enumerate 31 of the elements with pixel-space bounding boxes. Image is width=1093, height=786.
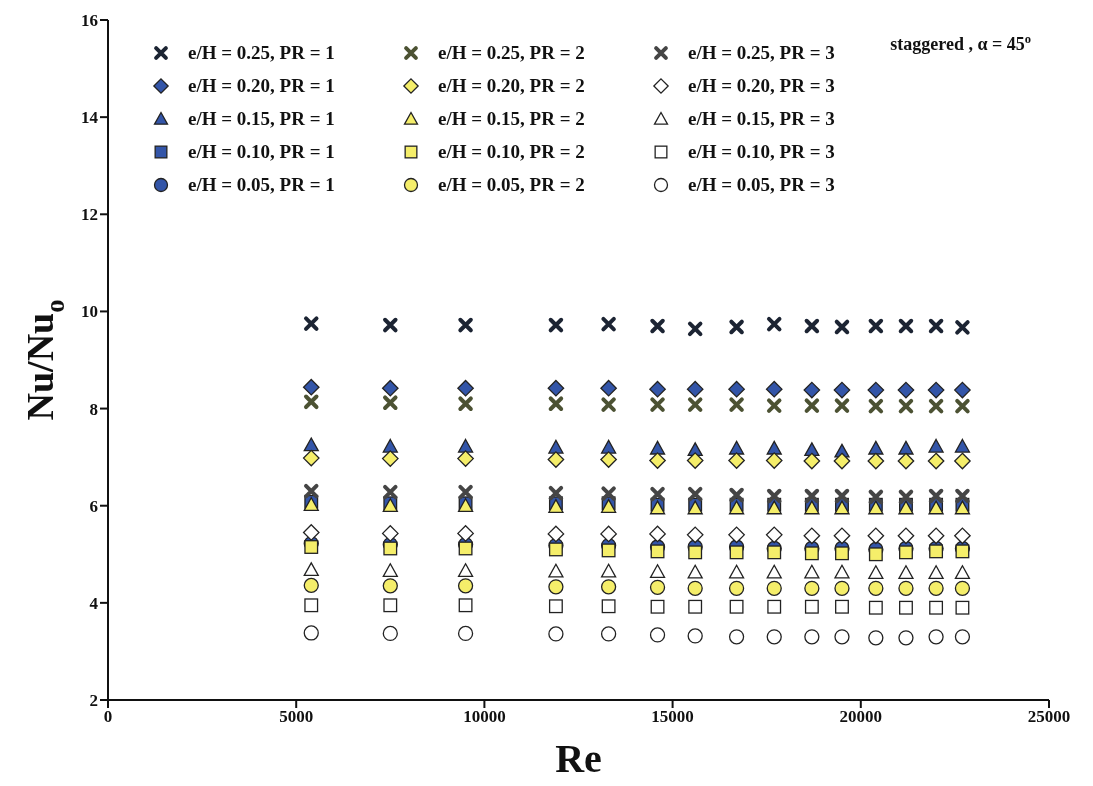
legend-label: e/H = 0.10, PR = 3 [688, 140, 835, 163]
x-tick-label: 0 [103, 707, 113, 727]
legend-label: e/H = 0.05, PR = 1 [188, 173, 335, 196]
x-tick-label: 10000 [463, 707, 506, 727]
y-tick-label: 2 [89, 691, 98, 711]
y-tick-label: 10 [81, 302, 98, 322]
legend-label: e/H = 0.20, PR = 2 [438, 74, 585, 97]
legend-label: e/H = 0.05, PR = 3 [688, 173, 835, 196]
legend-label: e/H = 0.25, PR = 3 [688, 41, 835, 64]
x-tick-label: 5000 [279, 707, 314, 727]
legend-label: e/H = 0.10, PR = 1 [188, 140, 335, 163]
y-tick-label: 6 [89, 496, 98, 516]
legend-label: e/H = 0.05, PR = 2 [438, 173, 585, 196]
legend-label: e/H = 0.20, PR = 3 [688, 74, 835, 97]
x-tick-label: 20000 [839, 707, 883, 727]
legend-label: e/H = 0.15, PR = 1 [188, 107, 335, 130]
legend-label: e/H = 0.15, PR = 3 [688, 107, 835, 130]
y-tick-label: 14 [81, 108, 99, 128]
legend-label: e/H = 0.15, PR = 2 [438, 107, 585, 130]
y-tick-label: 4 [89, 593, 99, 613]
annotation: staggered , α = 45$^{o}$ [890, 32, 1031, 54]
y-tick-label: 12 [81, 205, 98, 225]
legend-label: e/H = 0.25, PR = 1 [188, 41, 335, 64]
x-axis-title: Re [555, 736, 602, 781]
legend-label: e/H = 0.20, PR = 1 [188, 74, 335, 97]
x-tick-label: 25000 [1027, 707, 1071, 727]
x-tick-label: 15000 [651, 707, 694, 727]
y-tick-label: 16 [81, 11, 98, 31]
y-tick-label: 8 [89, 399, 98, 419]
legend-label: e/H = 0.25, PR = 2 [438, 41, 585, 64]
legend-label: e/H = 0.10, PR = 2 [438, 140, 585, 163]
